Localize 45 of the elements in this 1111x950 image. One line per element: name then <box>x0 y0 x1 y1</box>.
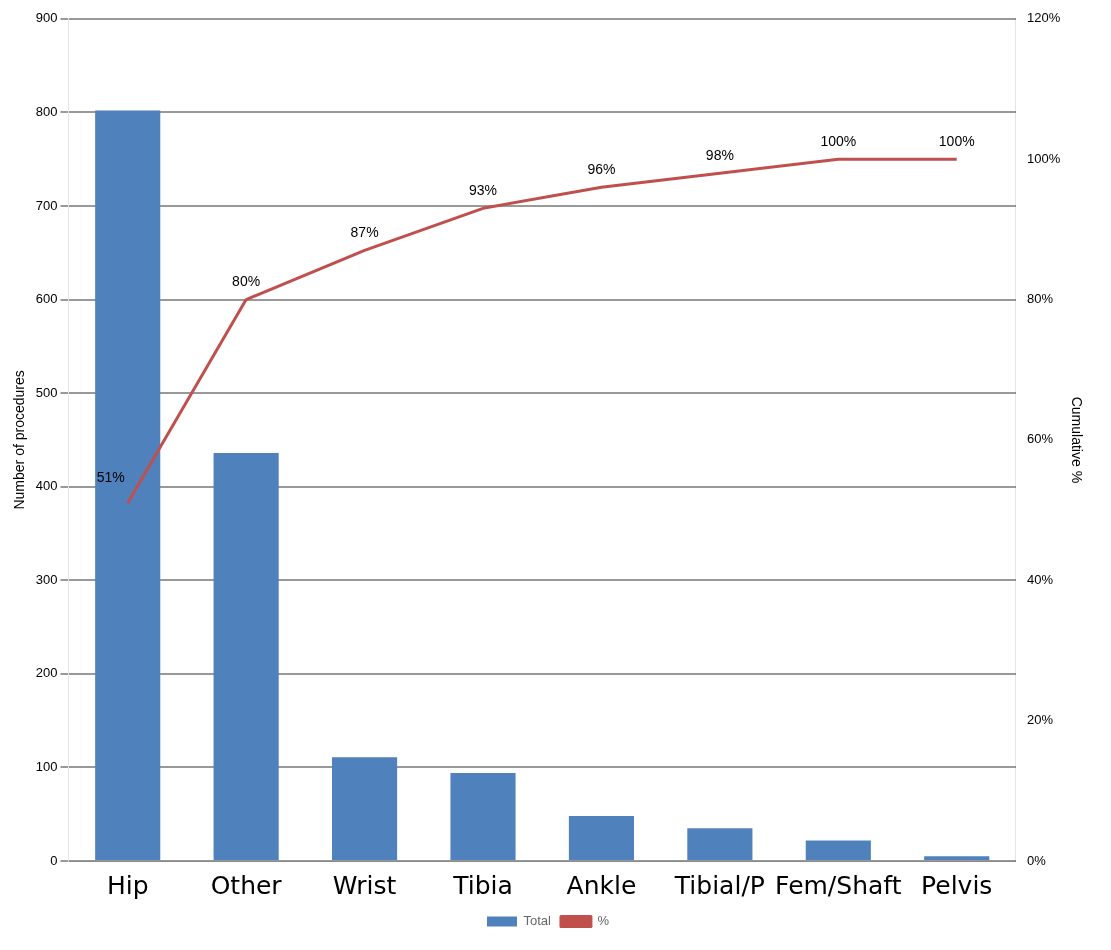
y2-tick-label: 0% <box>1026 852 1047 868</box>
x-tick-label: Fem/Shaft <box>775 870 902 900</box>
data-label: 96% <box>587 161 616 178</box>
y-tick-label: 600 <box>35 291 58 307</box>
bar <box>332 757 398 860</box>
y2-tick-label: 120% <box>1026 10 1061 26</box>
y-tick-label: 500 <box>35 384 58 400</box>
y-tick-label: 800 <box>35 103 58 119</box>
data-label: 80% <box>232 273 261 290</box>
bar <box>450 773 516 860</box>
y-axis-title: Number of procedures <box>11 370 28 510</box>
bar <box>924 856 990 860</box>
data-label: 100% <box>820 133 857 150</box>
data-label: 100% <box>938 133 975 150</box>
y-tick-label: 100 <box>35 759 58 774</box>
data-label: 87% <box>350 224 379 241</box>
y-tick-label: 200 <box>35 665 58 681</box>
data-label: 98% <box>705 147 734 164</box>
data-label: 93% <box>468 182 498 199</box>
y-tick-label: 0 <box>50 852 58 868</box>
data-label: 51% <box>96 468 125 485</box>
y-tick-label: 300 <box>35 571 58 587</box>
legend-label: % <box>597 913 610 929</box>
y-tick-label: 400 <box>35 478 58 494</box>
x-tick-label: Other <box>210 870 283 900</box>
legend-label: Total <box>523 913 552 929</box>
y2-tick-label: 80% <box>1026 291 1054 307</box>
y2-tick-label: 100% <box>1026 150 1061 166</box>
bar <box>95 110 161 860</box>
y2-tick-label: 20% <box>1026 712 1054 728</box>
y2-axis-title: Cumulative % <box>1068 396 1085 484</box>
bar <box>687 828 753 860</box>
x-tick-label: Tibia <box>452 870 513 900</box>
y-tick-label: 900 <box>35 10 58 26</box>
bar <box>568 816 635 860</box>
x-tick-label: Hip <box>106 870 149 900</box>
x-tick-label: Pelvis <box>921 870 993 900</box>
y2-tick-label: 60% <box>1026 431 1054 447</box>
y2-tick-label: 40% <box>1026 571 1054 587</box>
x-tick-label: Wrist <box>332 870 397 900</box>
y-tick-label: 700 <box>35 197 58 213</box>
bar <box>213 453 279 860</box>
bar <box>805 840 871 860</box>
x-tick-label: Tibial/P <box>673 870 765 900</box>
x-tick-label: Ankle <box>566 870 637 900</box>
